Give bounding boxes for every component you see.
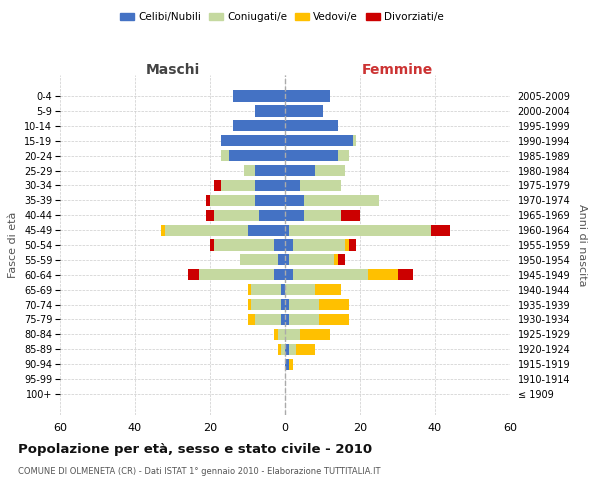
Bar: [285, 284, 315, 296]
Bar: [221, 135, 285, 146]
Bar: [277, 344, 281, 355]
Bar: [251, 299, 281, 310]
Bar: [285, 240, 293, 250]
Bar: [289, 254, 334, 266]
Bar: [214, 240, 274, 250]
Bar: [281, 314, 285, 325]
Bar: [277, 329, 285, 340]
Bar: [315, 165, 345, 176]
Bar: [285, 344, 289, 355]
Text: COMUNE DI OLMENETA (CR) - Dati ISTAT 1° gennaio 2010 - Elaborazione TUTTITALIA.I: COMUNE DI OLMENETA (CR) - Dati ISTAT 1° …: [18, 468, 380, 476]
Bar: [255, 165, 285, 176]
Bar: [304, 194, 379, 206]
Bar: [255, 194, 285, 206]
Bar: [304, 210, 341, 221]
Bar: [293, 269, 367, 280]
Bar: [285, 135, 353, 146]
Bar: [233, 120, 285, 132]
Bar: [300, 329, 330, 340]
Bar: [300, 180, 341, 191]
Bar: [398, 269, 413, 280]
Text: Popolazione per età, sesso e stato civile - 2010: Popolazione per età, sesso e stato civil…: [18, 442, 372, 456]
Bar: [315, 284, 341, 296]
Bar: [285, 269, 293, 280]
Text: Femmine: Femmine: [362, 62, 433, 76]
Bar: [210, 240, 214, 250]
Bar: [334, 254, 337, 266]
Bar: [248, 224, 285, 235]
Bar: [285, 90, 330, 102]
Bar: [206, 210, 214, 221]
Bar: [285, 165, 315, 176]
Bar: [259, 210, 285, 221]
Bar: [285, 329, 300, 340]
Bar: [210, 194, 255, 206]
Bar: [165, 224, 248, 235]
Y-axis label: Fasce di età: Fasce di età: [8, 212, 19, 278]
Bar: [285, 210, 304, 221]
Bar: [281, 284, 285, 296]
Bar: [367, 269, 398, 280]
Bar: [319, 314, 349, 325]
Bar: [337, 254, 345, 266]
Bar: [214, 210, 259, 221]
Bar: [221, 180, 255, 191]
Bar: [293, 240, 345, 250]
Bar: [255, 106, 285, 117]
Bar: [285, 358, 289, 370]
Bar: [289, 299, 319, 310]
Bar: [349, 240, 356, 250]
Bar: [353, 135, 356, 146]
Bar: [229, 150, 285, 161]
Bar: [341, 210, 360, 221]
Bar: [319, 299, 349, 310]
Bar: [296, 344, 315, 355]
Bar: [337, 150, 349, 161]
Bar: [248, 284, 251, 296]
Bar: [214, 180, 221, 191]
Y-axis label: Anni di nascita: Anni di nascita: [577, 204, 587, 286]
Bar: [285, 194, 304, 206]
Bar: [255, 180, 285, 191]
Bar: [285, 314, 289, 325]
Bar: [206, 194, 210, 206]
Bar: [285, 180, 300, 191]
Bar: [285, 120, 337, 132]
Bar: [285, 254, 289, 266]
Bar: [161, 224, 165, 235]
Bar: [289, 344, 296, 355]
Bar: [281, 344, 285, 355]
Bar: [285, 299, 289, 310]
Bar: [255, 314, 281, 325]
Bar: [285, 106, 323, 117]
Bar: [285, 150, 337, 161]
Bar: [431, 224, 450, 235]
Bar: [281, 299, 285, 310]
Bar: [289, 314, 319, 325]
Text: Maschi: Maschi: [145, 62, 200, 76]
Legend: Celibi/Nubili, Coniugati/e, Vedovi/e, Divorziati/e: Celibi/Nubili, Coniugati/e, Vedovi/e, Di…: [116, 8, 448, 26]
Bar: [251, 284, 281, 296]
Bar: [277, 254, 285, 266]
Bar: [345, 240, 349, 250]
Bar: [289, 358, 293, 370]
Bar: [240, 254, 277, 266]
Bar: [285, 224, 289, 235]
Bar: [289, 224, 431, 235]
Bar: [248, 314, 255, 325]
Bar: [187, 269, 199, 280]
Bar: [274, 240, 285, 250]
Bar: [221, 150, 229, 161]
Bar: [274, 269, 285, 280]
Bar: [199, 269, 274, 280]
Bar: [274, 329, 277, 340]
Bar: [248, 299, 251, 310]
Bar: [233, 90, 285, 102]
Bar: [244, 165, 255, 176]
